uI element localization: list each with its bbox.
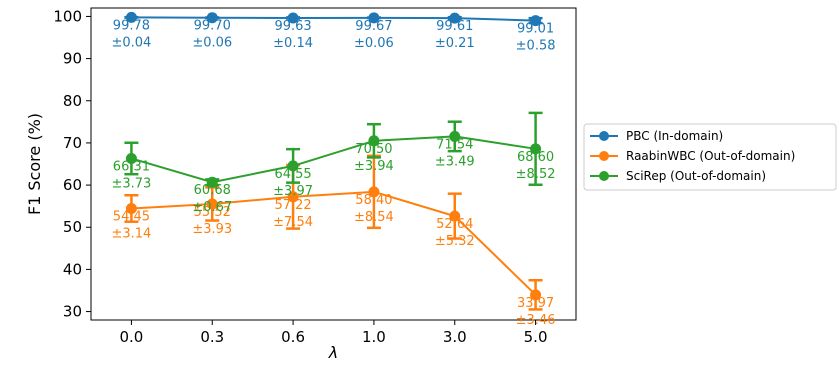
scirep-error-label: ±0.67 (192, 200, 232, 215)
y-axis-label: F1 Score (%) (25, 113, 44, 215)
y-tick-label: 60 (63, 176, 82, 194)
plot-frame (90, 7, 577, 321)
x-tick-label: 5.0 (524, 328, 548, 346)
pbc-point (287, 12, 299, 24)
pbc-point (449, 12, 461, 24)
raabinwbc-point (368, 186, 380, 198)
pbc-error-label: ±0.06 (354, 36, 394, 51)
x-tick-label: 0.0 (119, 328, 143, 346)
raabinwbc-error-label: ±7.54 (273, 215, 313, 230)
pbc-error-label: ±0.14 (273, 36, 313, 51)
legend-scirep-marker (599, 171, 609, 181)
raabinwbc-value-label: 54.45 (113, 209, 150, 224)
series-pbc (124, 11, 543, 27)
x-tick-label: 3.0 (443, 328, 467, 346)
scirep-point (449, 130, 461, 142)
scirep-value-label: 64.55 (274, 167, 311, 182)
legend-raabinwbc-marker (599, 151, 609, 161)
x-tick-label: 0.6 (281, 328, 305, 346)
raabinwbc-value-label: 55.52 (194, 205, 231, 220)
pbc-error-label: ±0.21 (435, 36, 475, 51)
legend-raabinwbc-label: RaabinWBC (Out-of-domain) (626, 149, 795, 163)
series-layer (124, 11, 543, 311)
scirep-point (368, 135, 380, 147)
legend-pbc-marker (599, 131, 609, 141)
pbc-value-label: 99.70 (194, 19, 231, 34)
raabinwbc-error-label: ±3.46 (516, 313, 556, 328)
pbc-value-label: 99.67 (355, 19, 392, 34)
legend-scirep-label: SciRep (Out-of-domain) (626, 169, 766, 183)
scirep-error-label: ±3.73 (111, 176, 151, 191)
pbc-value-label: 99.63 (274, 19, 311, 34)
raabinwbc-point (530, 289, 542, 301)
raabinwbc-point (206, 198, 218, 210)
raabinwbc-error-label: ±3.93 (192, 222, 232, 237)
scirep-value-label: 60.68 (194, 183, 231, 198)
pbc-error-label: ±0.06 (192, 36, 232, 51)
scirep-error-label: ±3.94 (354, 159, 394, 174)
x-tick-label: 0.3 (200, 328, 224, 346)
raabinwbc-error-label: ±5.32 (435, 234, 475, 249)
legend-pbc-label: PBC (In-domain) (626, 129, 723, 143)
series-scirep (124, 111, 543, 188)
raabinwbc-point (287, 191, 299, 203)
scirep-point (206, 176, 218, 188)
pbc-value-label: 99.61 (436, 19, 473, 34)
y-tick-label: 30 (63, 303, 82, 321)
scirep-value-label: 70.50 (355, 142, 392, 157)
pbc-point (125, 11, 137, 23)
raabinwbc-value-label: 33.97 (517, 296, 554, 311)
scirep-error-label: ±3.49 (435, 154, 475, 169)
series-raabinwbc (124, 154, 543, 311)
data-labels-layer: 99.78 ±0.04 99.70 ±0.06 99.63 ±0.14 99.67 ±0.06… (111, 18, 555, 327)
x-axis-label: λ (328, 343, 338, 362)
raabinwbc-value-label: 52.64 (436, 217, 473, 232)
pbc-point (368, 12, 380, 24)
pbc-error-label: ±0.58 (516, 39, 556, 54)
pbc-point (206, 12, 218, 24)
legend: PBC (In-domain) RaabinWBC (Out-of-domain)… (583, 123, 837, 191)
pbc-value-label: 99.78 (113, 18, 150, 33)
scirep-error-label: ±3.97 (273, 184, 313, 199)
y-tick-label: 100 (53, 7, 82, 25)
raabinwbc-point (125, 202, 137, 214)
raabinwbc-value-label: 57.22 (274, 198, 311, 213)
scirep-point (530, 143, 542, 155)
raabinwbc-value-label: 58.40 (355, 193, 392, 208)
y-tick-label: 50 (63, 218, 82, 236)
scirep-value-label: 71.54 (436, 137, 473, 152)
raabinwbc-line (131, 190, 537, 296)
pbc-point (530, 15, 542, 27)
pbc-value-label: 99.01 (517, 22, 554, 37)
scirep-value-label: 66.31 (113, 159, 150, 174)
scirep-point (287, 160, 299, 172)
y-tick-label: 80 (63, 92, 82, 110)
y-tick-label: 70 (63, 134, 82, 152)
pbc-error-label: ±0.04 (111, 35, 151, 50)
x-tick-label: 1.0 (362, 328, 386, 346)
axes: 30 40 50 60 70 80 90 100 0.0 0.3 0.6 1.0 3.0 5.0 λ F1 S… (25, 7, 577, 362)
scirep-line (131, 135, 536, 184)
pbc-line (131, 16, 536, 22)
raabinwbc-error-label: ±8.54 (354, 210, 394, 225)
legend-box (583, 123, 837, 191)
raabinwbc-error-label: ±3.14 (111, 226, 151, 241)
y-tick-label: 40 (63, 260, 82, 278)
y-tick-label: 90 (63, 50, 82, 68)
scirep-value-label: 68.60 (517, 150, 554, 165)
scirep-point (125, 152, 137, 164)
raabinwbc-point (449, 210, 461, 222)
scirep-error-label: ±8.52 (516, 167, 556, 182)
